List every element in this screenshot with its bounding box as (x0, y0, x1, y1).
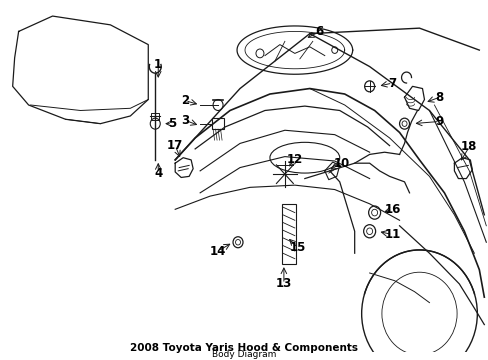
Text: 13: 13 (275, 278, 291, 291)
Bar (281, 204, 295, 264)
Text: 15: 15 (289, 241, 305, 254)
Text: 18: 18 (460, 140, 477, 153)
Text: 14: 14 (209, 244, 226, 257)
Text: 3: 3 (181, 114, 189, 127)
Bar (212, 118, 224, 129)
Text: 2008 Toyota Yaris Hood & Components: 2008 Toyota Yaris Hood & Components (130, 343, 358, 353)
Text: 11: 11 (384, 228, 400, 241)
Text: 10: 10 (333, 157, 349, 170)
Text: 1: 1 (154, 58, 162, 71)
Text: 8: 8 (434, 91, 443, 104)
Bar (151, 113, 159, 120)
Text: 6: 6 (315, 25, 323, 38)
Text: 7: 7 (388, 77, 396, 90)
Text: 4: 4 (154, 167, 162, 180)
Text: 16: 16 (384, 203, 400, 216)
Text: 12: 12 (286, 153, 303, 166)
Text: 9: 9 (434, 115, 443, 128)
Text: 2: 2 (181, 94, 189, 107)
Text: Body Diagram: Body Diagram (212, 350, 276, 359)
Text: 17: 17 (167, 139, 183, 152)
Text: 5: 5 (168, 117, 176, 130)
